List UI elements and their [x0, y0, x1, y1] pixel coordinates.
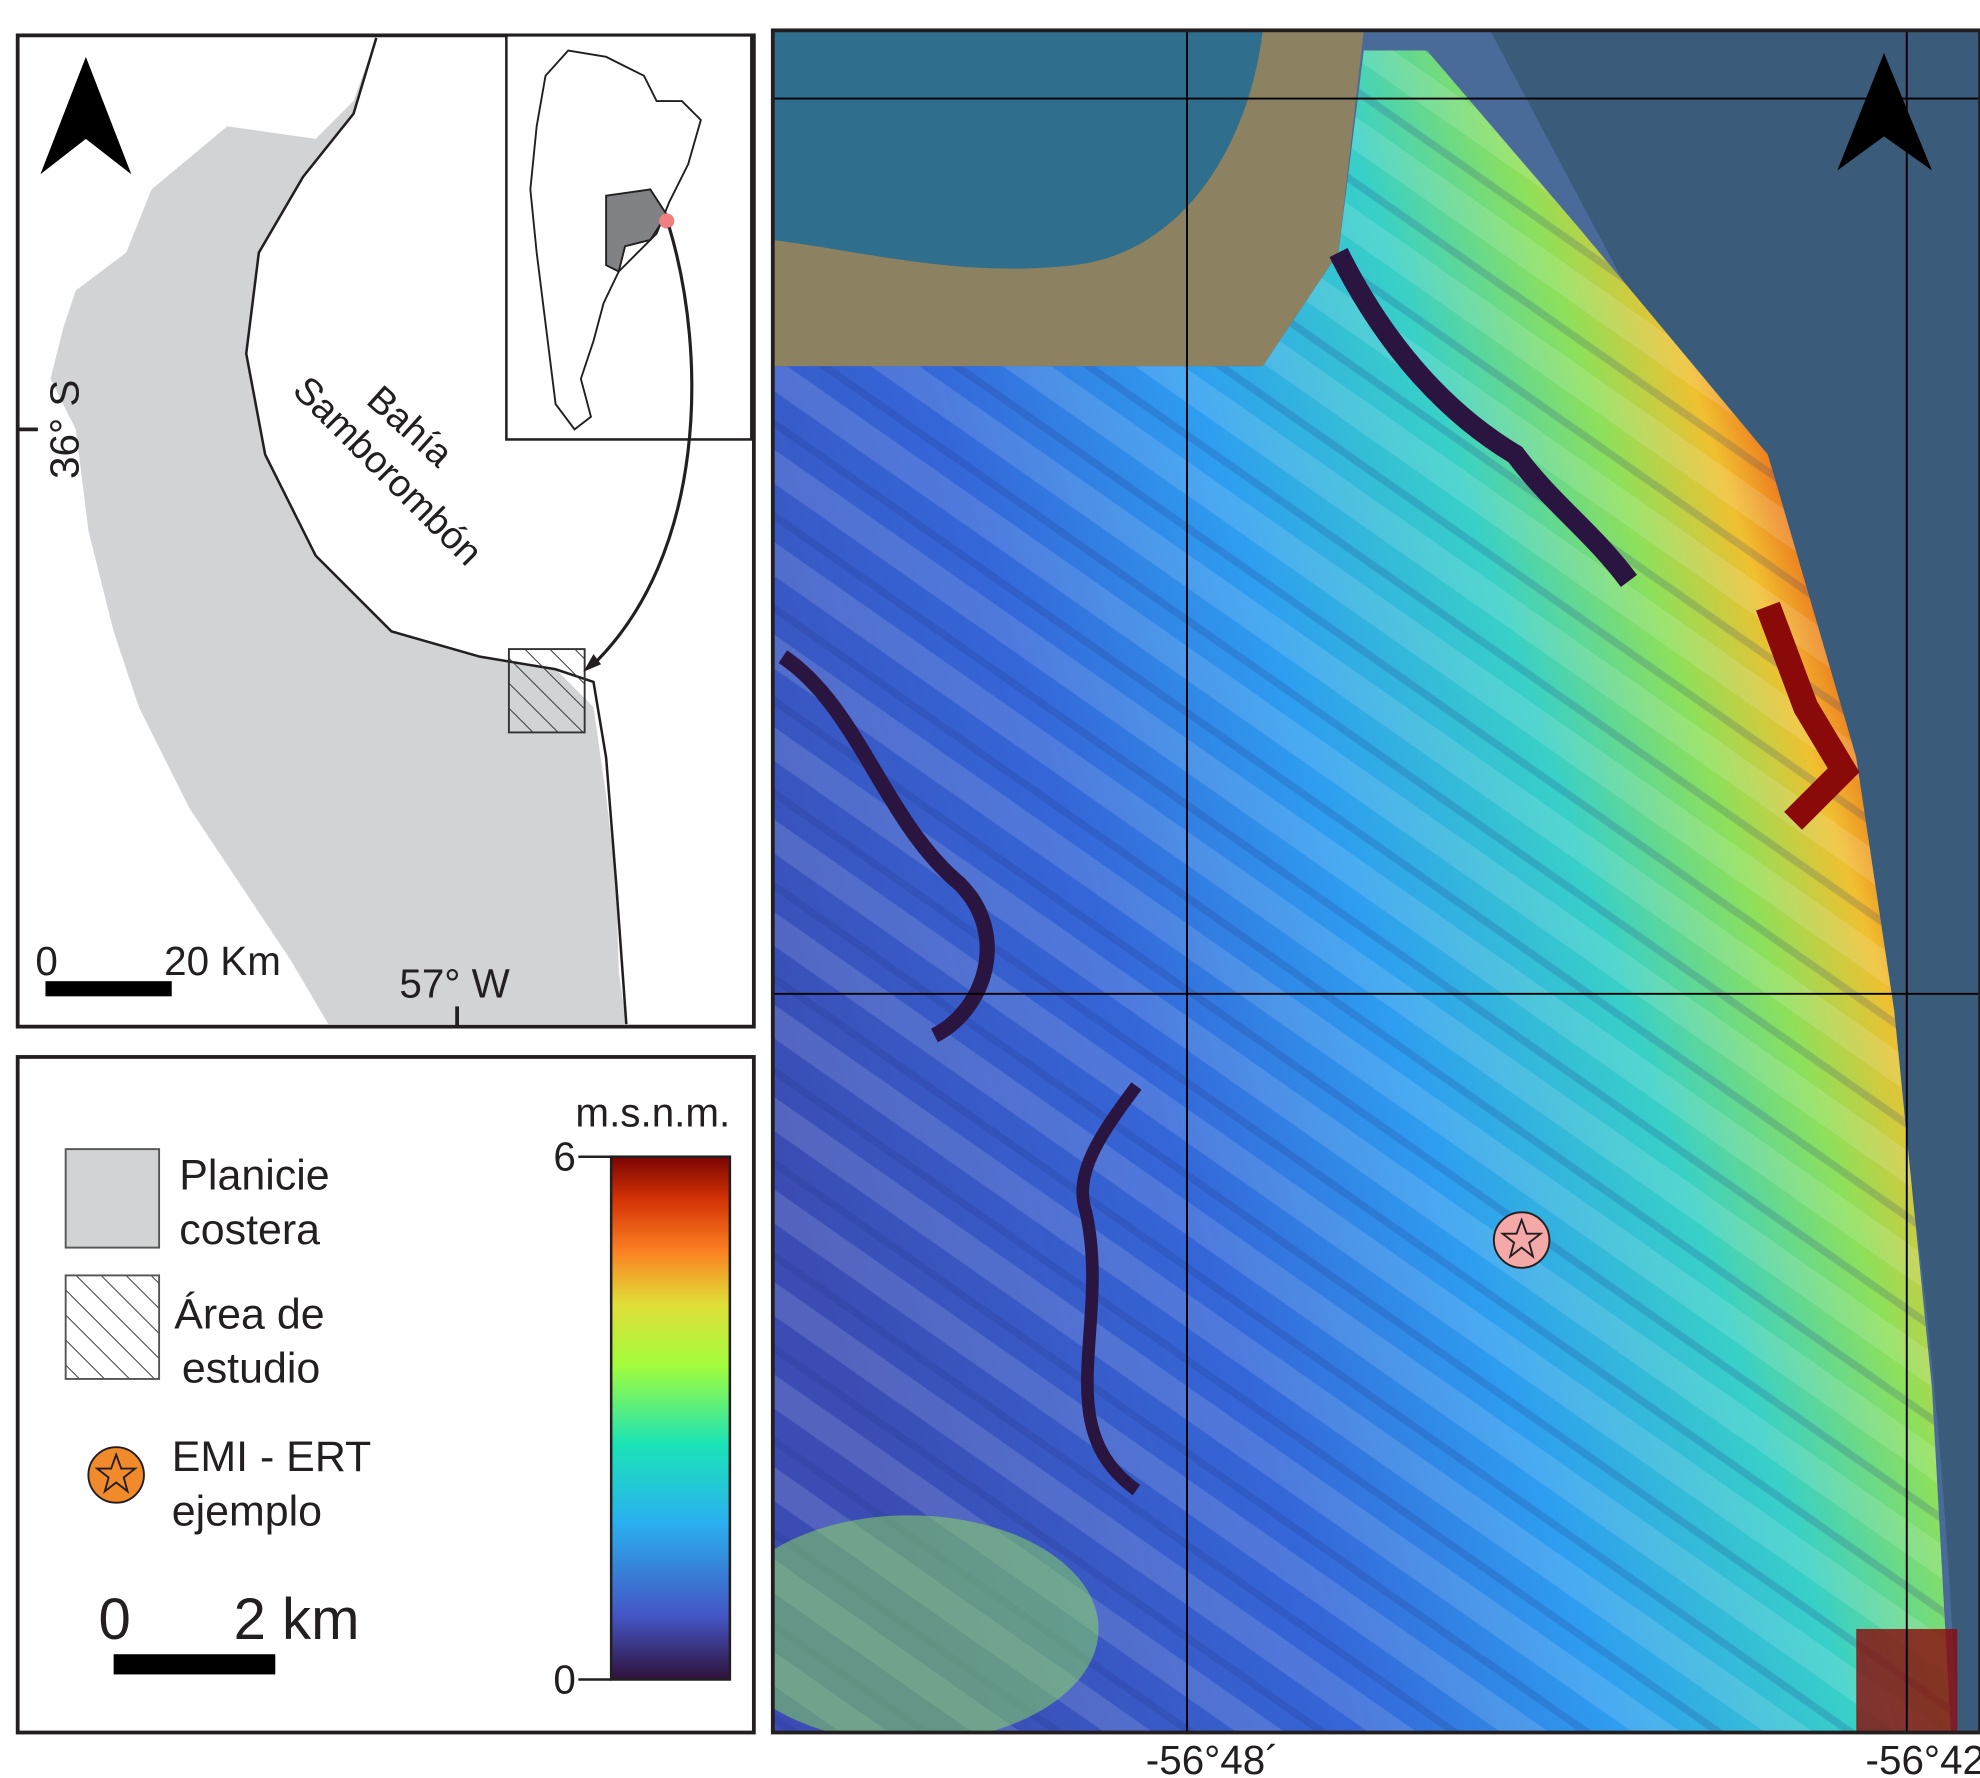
main-map — [720, 30, 1980, 1742]
longitude-label: -56°42´ — [1866, 1737, 1980, 1778]
study-area — [509, 649, 585, 732]
legend-label: EMI - ERT — [172, 1433, 372, 1481]
colorbar-tick-label: 0 — [553, 1656, 575, 1702]
colorbar-title: m.s.n.m. — [575, 1089, 730, 1135]
longitude-label: 57° W — [399, 961, 509, 1007]
legend-label: Área de — [174, 1290, 324, 1338]
legend-label: ejemplo — [172, 1487, 322, 1535]
figure: 36° S 57° W Bahía Samborombón 0 20 Km Pl… — [0, 0, 1980, 1778]
legend-label: costera — [179, 1206, 320, 1254]
colorbar — [611, 1157, 730, 1680]
colorbar-tick-label: 6 — [553, 1134, 575, 1180]
scale-label: 0 — [98, 1587, 130, 1652]
legend-label: Planicie — [179, 1152, 329, 1200]
scale-label: 20 Km — [164, 938, 281, 984]
elevation-patch — [720, 1515, 1099, 1742]
inset-location-dot — [659, 213, 674, 228]
scale-label: 2 km — [234, 1587, 360, 1652]
scale-bar — [45, 981, 171, 996]
legend-swatch — [66, 1275, 159, 1379]
legend-swatch — [66, 1149, 159, 1247]
scale-bar — [114, 1654, 276, 1674]
scale-label: 0 — [35, 938, 57, 984]
longitude-label: -56°48´ — [1146, 1737, 1279, 1778]
legend-label: estudio — [182, 1345, 320, 1393]
latitude-label: 36° S — [41, 380, 87, 479]
